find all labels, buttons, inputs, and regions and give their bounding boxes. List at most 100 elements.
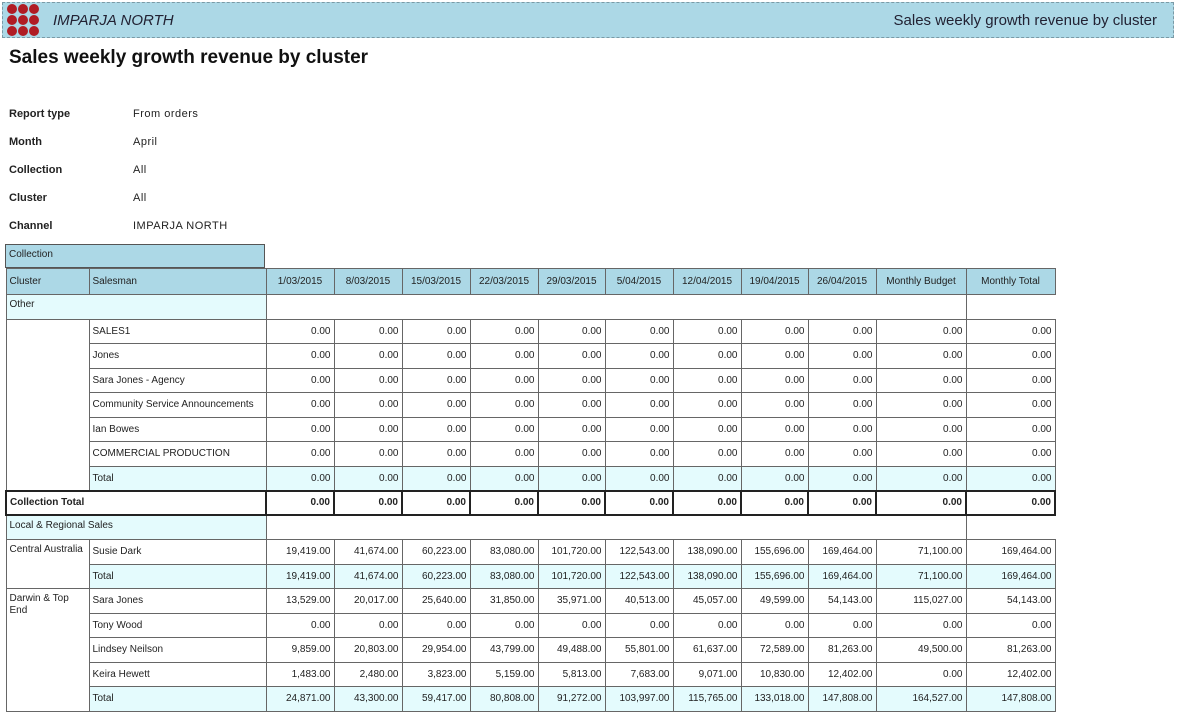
value-cell: 0.00: [537, 392, 606, 418]
value-cell: 80,808.00: [469, 686, 539, 712]
value-cell: 147,808.00: [807, 686, 877, 712]
value-cell: 71,100.00: [875, 539, 967, 565]
value-cell: 122,543.00: [604, 563, 674, 589]
value-cell: 0.00: [672, 441, 742, 467]
value-cell: 0.00: [604, 489, 674, 516]
salesman-name: Lindsey Neilson: [88, 637, 267, 663]
value-cell: 60,223.00: [401, 563, 471, 589]
value-cell: 0.00: [265, 367, 335, 393]
value-cell: 0.00: [672, 318, 742, 344]
cluster-total-row: Total 0.00 0.00 0.00 0.00 0.00 0.00 0.00 0.00 0.0…: [6, 465, 1056, 491]
collection-group-row: Other: [5, 294, 1055, 320]
table-row: Sara Jones - Agency 0.00 0.00 0.00 0.00 0.00 0…: [6, 367, 1056, 393]
column-header: Monthly Budget: [875, 268, 967, 295]
value-cell: 0.00: [965, 416, 1056, 442]
value-cell: 81,263.00: [965, 637, 1056, 663]
value-cell: 0.00: [740, 392, 809, 418]
value-cell: 0.00: [265, 392, 335, 418]
param-row: Channel IMPARJA NORTH: [9, 220, 228, 248]
value-cell: 0.00: [469, 441, 539, 467]
value-cell: 0.00: [965, 612, 1056, 638]
value-cell: 115,765.00: [672, 686, 742, 712]
value-cell: 0.00: [401, 612, 471, 638]
value-cell: 54,143.00: [965, 588, 1056, 614]
table-row: Central Australia Susie Dark 19,419.00 41,6…: [5, 539, 1056, 589]
value-cell: 0.00: [807, 392, 877, 418]
value-cell: 0.00: [604, 367, 674, 393]
value-cell: 0.00: [469, 367, 539, 393]
cluster-name: Central Australia: [5, 539, 90, 589]
value-cell: 0.00: [740, 318, 809, 344]
param-label: Cluster: [9, 192, 47, 204]
value-cell: 0.00: [537, 612, 606, 638]
value-cell: 0.00: [672, 465, 742, 491]
value-cell: 43,300.00: [333, 686, 403, 712]
value-cell: 49,488.00: [537, 637, 606, 663]
value-cell: 43,799.00: [469, 637, 539, 663]
salesman-name: Susie Dark: [88, 539, 267, 565]
value-cell: 45,057.00: [672, 588, 742, 614]
value-cell: 155,696.00: [740, 563, 809, 589]
salesman-name: Ian Bowes: [88, 416, 267, 442]
value-cell: 19,419.00: [265, 563, 335, 589]
value-cell: 0.00: [672, 612, 742, 638]
value-cell: 0.00: [807, 489, 877, 516]
banner-title: Sales weekly growth revenue by cluster: [893, 12, 1157, 29]
value-cell: 7,683.00: [604, 661, 674, 687]
value-cell: 61,637.00: [672, 637, 742, 663]
column-header: 26/04/2015: [807, 268, 877, 295]
salesman-name: SALES1: [88, 318, 267, 344]
value-cell: 0.00: [875, 465, 967, 491]
value-cell: 3,823.00: [401, 661, 471, 687]
value-cell: 0.00: [265, 441, 335, 467]
column-header: Salesman: [88, 268, 267, 295]
value-cell: 0.00: [875, 392, 967, 418]
collection-group-row: Local & Regional Sales: [5, 514, 1055, 540]
value-cell: 5,813.00: [537, 661, 606, 687]
value-cell: 0.00: [537, 465, 606, 491]
value-cell: 164,527.00: [875, 686, 967, 712]
value-cell: 24,871.00: [265, 686, 335, 712]
value-cell: 0.00: [740, 343, 809, 369]
value-cell: 83,080.00: [469, 563, 539, 589]
value-cell: 12,402.00: [965, 661, 1056, 687]
column-header: 1/03/2015: [265, 268, 335, 295]
value-cell: 155,696.00: [740, 539, 809, 565]
value-cell: 81,263.00: [807, 637, 877, 663]
salesman-name: Keira Hewett: [88, 661, 267, 687]
value-cell: 0.00: [807, 343, 877, 369]
value-cell: 0.00: [265, 612, 335, 638]
value-cell: 49,599.00: [740, 588, 809, 614]
table-row: COMMERCIAL PRODUCTION 0.00 0.00 0.00 0.00 0.0…: [6, 441, 1056, 467]
value-cell: 0.00: [265, 489, 335, 516]
value-cell: 13,529.00: [265, 588, 335, 614]
total-label: Total: [88, 686, 267, 712]
value-cell: 138,090.00: [672, 563, 742, 589]
value-cell: 0.00: [740, 489, 809, 516]
value-cell: 40,513.00: [604, 588, 674, 614]
value-cell: 19,419.00: [265, 539, 335, 565]
value-cell: 0.00: [469, 392, 539, 418]
table-row: Ian Bowes 0.00 0.00 0.00 0.00 0.00 0.00 0.00 0.0…: [6, 416, 1056, 442]
column-header: Monthly Total: [965, 268, 1056, 295]
value-cell: 2,480.00: [333, 661, 403, 687]
brand-name: IMPARJA NORTH: [53, 12, 174, 29]
value-cell: 0.00: [469, 318, 539, 344]
salesman-name: Jones: [88, 343, 267, 369]
report-parameters: Report type From orders Month April Collecti…: [9, 108, 228, 248]
salesman-name: Community Service Announcements: [88, 392, 267, 418]
value-cell: 9,859.00: [265, 637, 335, 663]
report-banner: IMPARJA NORTH Sales weekly growth revenu…: [2, 2, 1174, 38]
column-header: Cluster: [5, 268, 90, 295]
value-cell: 0.00: [740, 367, 809, 393]
value-cell: 9,071.00: [672, 661, 742, 687]
value-cell: 0.00: [965, 465, 1056, 491]
salesman-name: Sara Jones - Agency: [88, 367, 267, 393]
param-value: All: [133, 192, 147, 204]
value-cell: 169,464.00: [807, 563, 877, 589]
value-cell: 0.00: [333, 392, 403, 418]
table-row: Lindsey Neilson 9,859.00 20,803.00 29,954.0…: [6, 637, 1056, 663]
collection-total-row: Collection Total 0.00 0.00 0.00 0.00 0.00 0.00…: [5, 489, 1056, 516]
value-cell: 169,464.00: [965, 563, 1056, 589]
collection-name: Other: [5, 294, 267, 320]
